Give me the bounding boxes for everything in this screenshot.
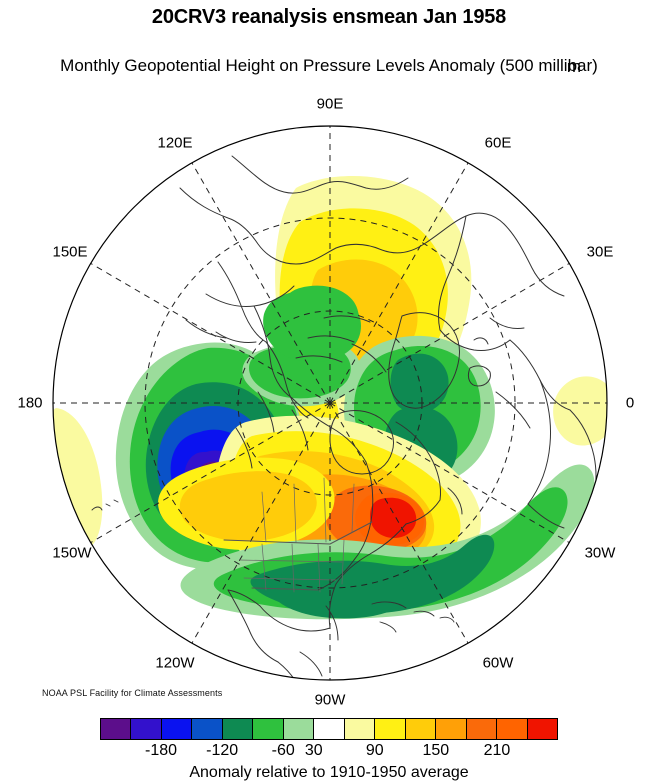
colorbar-cell-13 (497, 719, 528, 739)
coastlines (91, 155, 597, 680)
longitude-label-30e: 30E (586, 243, 614, 261)
longitude-label-0: 0 (625, 394, 635, 412)
globe-outline (52, 125, 608, 681)
colorbar-tick-90: 90 (365, 742, 384, 759)
figure-subtitle: Monthly Geopotential Height on Pressure … (60, 56, 598, 76)
colorbar-tick-30: 30 (304, 742, 323, 759)
colorbar-cell-2 (161, 719, 193, 739)
credit-text: NOAA PSL Facility for Climate Assessment… (42, 688, 223, 698)
colorbar-tick-150: 150 (422, 742, 450, 759)
colorbar-tick-labels: -180 -120 -60 30 90 150 210 (100, 742, 558, 762)
longitude-label-90w: 90W (314, 691, 346, 709)
longitude-label-120w: 120W (155, 654, 195, 672)
longitude-label-150w: 150W (52, 544, 92, 562)
longitude-label-150e: 150E (52, 243, 88, 261)
longitude-label-30w: 30W (584, 544, 616, 562)
colorbar-cell-6 (283, 719, 315, 739)
colorbar-cell-1 (131, 719, 162, 739)
colorbar-cell-9 (375, 719, 406, 739)
longitude-label-60w: 60W (482, 654, 514, 672)
colorbar-cell-10 (405, 719, 437, 739)
contour-layer (53, 176, 607, 620)
colorbar-cell-11 (436, 719, 467, 739)
colorbar-cell-7 (314, 719, 345, 739)
colorbar-cell-12 (466, 719, 498, 739)
colorbar-tick-neg180: -180 (145, 742, 178, 759)
colorbar-tick-neg120: -120 (206, 742, 239, 759)
map-canvas (52, 125, 608, 681)
figure-title: 20CRV3 reanalysis ensmean Jan 1958 (151, 6, 507, 28)
longitude-label-180: 180 (17, 394, 43, 412)
colorbar: -180 -120 -60 30 90 150 210 Anomaly relative t… (0, 712, 658, 784)
colorbar-cell-5 (253, 719, 284, 739)
colorbar-cell-3 (192, 719, 223, 739)
colorbar-cell-0 (101, 719, 132, 739)
colorbar-tick-210: 210 (483, 742, 511, 759)
colorbar-caption: Anomaly relative to 1910-1950 average (189, 764, 469, 781)
colorbar-cell-8 (344, 719, 376, 739)
longitude-label-120e: 120E (157, 134, 193, 152)
graticule (53, 126, 607, 680)
longitude-label-90e: 90E (316, 95, 344, 113)
latitude-circle-40n (144, 217, 516, 589)
contour-west-africa-ridge (553, 376, 607, 446)
colorbar-tick-neg60: -60 (271, 742, 295, 759)
meridians (53, 126, 607, 680)
colorbar-cell-4 (222, 719, 254, 739)
colorbar-cell-14 (527, 719, 558, 739)
subtitle-text: Monthly Geopotential Height on Pressure … (60, 56, 598, 75)
longitude-label-60e: 60E (484, 134, 512, 152)
polar-map: 90E 120E 60E 150E 30E 180 0 150W 30W 120W 60W 90W (0, 92, 658, 709)
colorbar-swatches (100, 718, 558, 740)
contour-southeast-us-trough (180, 464, 595, 620)
